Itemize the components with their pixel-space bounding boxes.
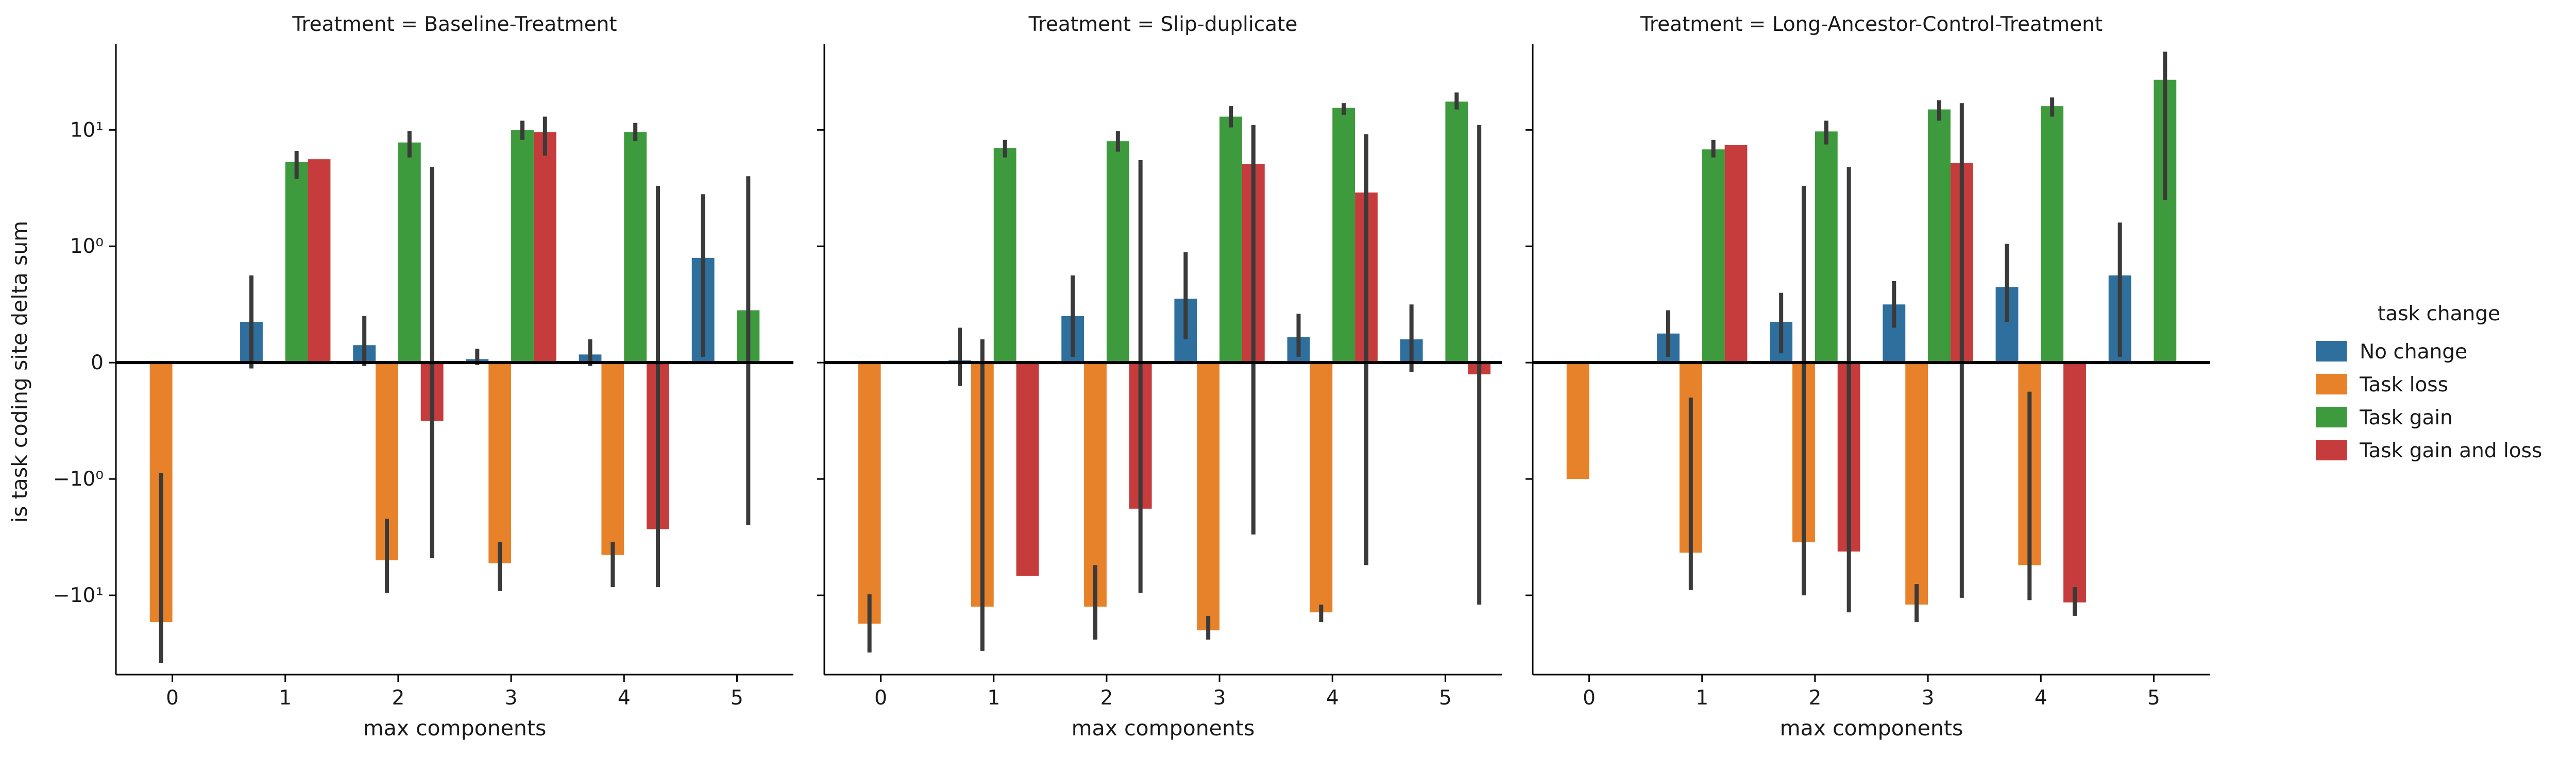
legend-entry: Task gain [2359,406,2453,429]
y-tick-label: 10⁰ [70,235,104,258]
x-tick-label: 5 [731,686,743,710]
x-tick-label: 1 [279,686,292,710]
legend: task change No change Task loss Task gain Ta… [2316,302,2542,462]
x-tick-label: 2 [392,686,405,710]
x-tick-label: 2 [1809,686,1822,710]
x-tick-label: 0 [874,686,887,710]
x-tick-label: 4 [2035,686,2047,710]
x-tick-label: 0 [1583,686,1596,710]
x-tick-label: 1 [1696,686,1708,710]
legend-entry: Task gain and loss [2359,439,2542,462]
panel-title: Treatment = Baseline-Treatment [292,13,617,36]
bar [308,159,331,363]
legend-entry: No change [2360,340,2467,364]
bar [285,162,308,363]
x-tick-label: 3 [1213,686,1226,710]
x-axis-label: max components [1780,716,1963,741]
legend-swatch [2316,440,2347,460]
bar [1197,363,1220,631]
bar [1106,141,1129,363]
bar [601,363,624,555]
bar [1332,108,1355,363]
facet-panels: Treatment = Baseline-Treatment −10¹ −10⁰ 0 1… [53,13,2210,741]
bar [1310,363,1333,613]
legend-swatch [2316,407,2347,427]
bar [1815,131,1838,363]
legend-title: task change [2378,302,2500,325]
bar [1566,363,1589,479]
facet-panel-2: Treatment = Long-Ancestor-Control-Treatm… [1526,13,2210,741]
x-axis-label: max components [1072,716,1255,741]
x-tick-label: 3 [1922,686,1935,710]
y-tick-label: 0 [91,351,104,374]
bar [2063,363,2086,603]
x-axis-label: max components [363,716,547,741]
bar [488,363,512,563]
x-tick-label: 2 [1100,686,1113,710]
y-axis-label: is task coding site delta sum [7,221,32,523]
bar [1702,149,1725,363]
x-tick-label: 5 [2147,686,2160,710]
bar [2041,106,2064,363]
bar [1445,101,1468,363]
legend-swatch [2316,341,2347,362]
bar [533,132,556,363]
facet-panel-0: Treatment = Baseline-Treatment −10¹ −10⁰ 0 1… [53,13,793,741]
bar [398,142,421,363]
panel-title: Treatment = Slip-duplicate [1028,13,1298,36]
y-tick-label: −10⁰ [53,468,104,491]
bar [1016,363,1039,576]
x-tick-label: 3 [505,686,518,710]
bar [993,148,1016,363]
bar [1219,116,1242,363]
bar [1905,363,1928,605]
facet-panel-1: Treatment = Slip-duplicate 0 1 2 3 4 5 max comp… [817,13,1502,741]
legend-swatch [2316,374,2347,394]
x-tick-label: 1 [987,686,1000,710]
x-tick-label: 0 [166,686,179,710]
x-tick-label: 5 [1439,686,1452,710]
bar [858,363,881,624]
x-tick-label: 4 [1326,686,1339,710]
bar [624,132,647,363]
legend-entry: Task loss [2359,373,2448,397]
y-tick-label: −10¹ [53,584,104,607]
bar [511,130,534,363]
y-tick-label: 10¹ [70,118,104,142]
x-tick-label: 4 [618,686,631,710]
bar [1928,109,1951,363]
panel-title: Treatment = Long-Ancestor-Control-Treatm… [1640,13,2103,36]
bar [1724,145,1748,363]
